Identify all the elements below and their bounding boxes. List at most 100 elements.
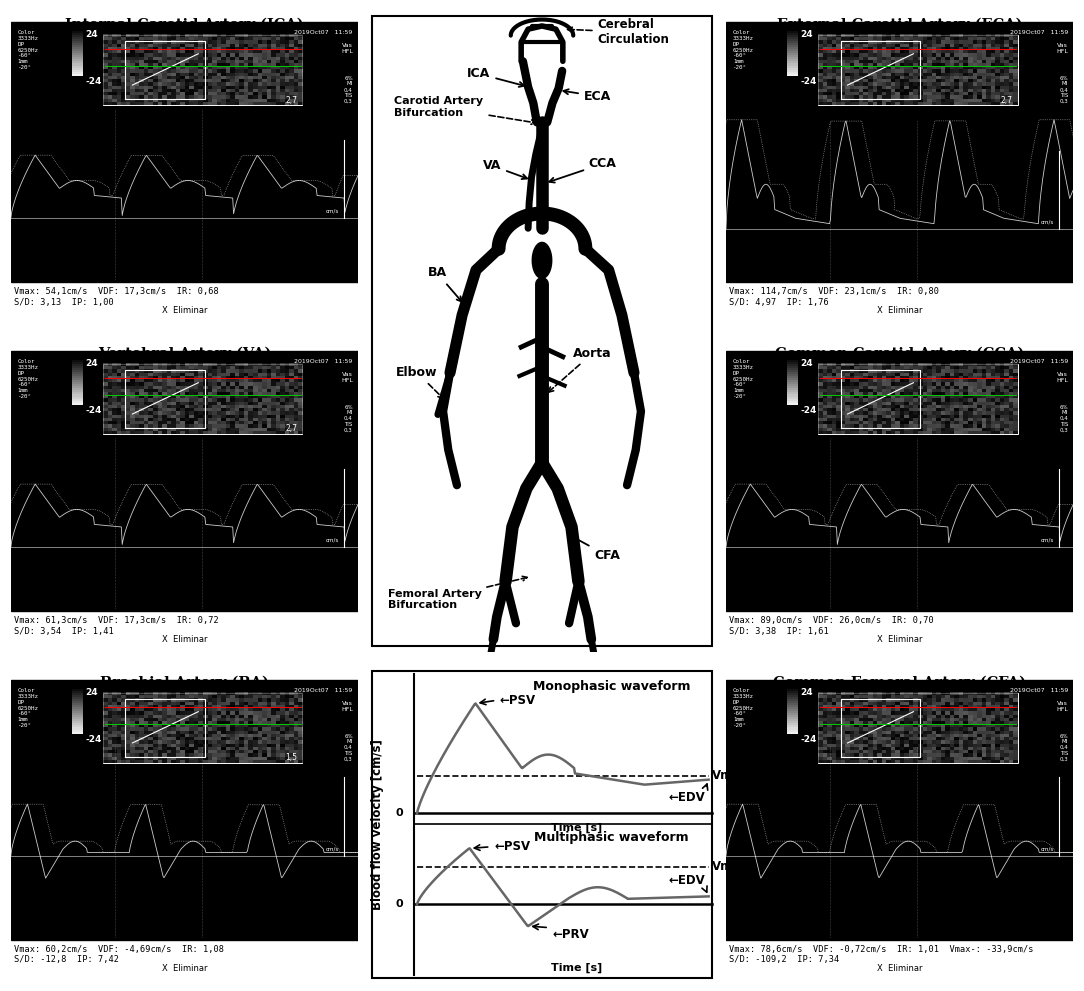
Text: 1,5: 1,5 (285, 753, 297, 762)
Bar (787, 59, 798, 61)
Text: Multiphasic waveform: Multiphasic waveform (534, 830, 688, 843)
Text: 24: 24 (801, 359, 813, 369)
Text: X  Eliminar: X Eliminar (877, 635, 922, 644)
Bar (72, 701, 83, 703)
Bar (11, 23, 358, 282)
Text: Internal Carotid Artery (ICA): Internal Carotid Artery (ICA) (65, 18, 304, 32)
Bar (72, 385, 83, 386)
Bar (787, 69, 798, 71)
Bar (72, 52, 83, 54)
Bar (787, 50, 798, 52)
Text: Vas
HFL: Vas HFL (341, 43, 352, 54)
Bar (72, 55, 83, 57)
Bar (72, 374, 83, 377)
Text: X  Eliminar: X Eliminar (162, 635, 207, 644)
Text: X  Eliminar: X Eliminar (877, 306, 922, 315)
Bar (72, 54, 83, 55)
Bar (72, 731, 83, 733)
Bar (787, 55, 798, 57)
Bar (72, 394, 83, 396)
Text: X  Eliminar: X Eliminar (162, 306, 207, 315)
Text: Vm: Vm (712, 860, 734, 873)
Text: 2019Oct07   11:59: 2019Oct07 11:59 (1009, 31, 1068, 36)
Bar (787, 716, 798, 717)
Bar (787, 727, 798, 729)
Text: Time [s]: Time [s] (551, 823, 603, 833)
Bar (787, 725, 798, 727)
Bar (72, 721, 83, 723)
Bar (787, 377, 798, 379)
Text: ←EDV: ←EDV (669, 874, 706, 887)
Bar (72, 729, 83, 731)
Bar (787, 705, 798, 708)
Bar (72, 73, 83, 75)
Bar (787, 46, 798, 48)
Text: Femoral Artery
Bifurcation: Femoral Artery Bifurcation (387, 577, 527, 610)
Text: Blood flow velocity [cm/s]: Blood flow velocity [cm/s] (371, 739, 384, 910)
Text: Vas
HFL: Vas HFL (1056, 43, 1068, 54)
Text: cm/s: cm/s (325, 537, 339, 542)
Bar (787, 398, 798, 400)
Text: Color
3333Hz
DP
6250Hz
-60°
1mm
-20°: Color 3333Hz DP 6250Hz -60° 1mm -20° (17, 688, 39, 728)
Bar (72, 703, 83, 705)
Bar (72, 398, 83, 400)
Bar (787, 697, 798, 699)
Text: X  Eliminar: X Eliminar (162, 964, 207, 973)
Text: 2019Oct07   11:59: 2019Oct07 11:59 (295, 359, 352, 365)
Text: 0: 0 (396, 809, 403, 819)
Bar (787, 394, 798, 396)
Bar (787, 729, 798, 731)
Text: -24: -24 (801, 406, 817, 415)
Text: X  Eliminar: X Eliminar (877, 964, 922, 973)
Text: 24: 24 (86, 31, 99, 40)
Bar (787, 691, 798, 693)
Bar (787, 712, 798, 714)
Text: 2019Oct07   11:59: 2019Oct07 11:59 (295, 31, 352, 36)
Bar (72, 710, 83, 712)
Bar (72, 364, 83, 366)
Text: Vertebral Artery (VA): Vertebral Artery (VA) (98, 347, 271, 361)
Bar (787, 39, 798, 41)
Bar (72, 402, 83, 404)
Text: Color
3333Hz
DP
6250Hz
-60°
1mm
-20°: Color 3333Hz DP 6250Hz -60° 1mm -20° (733, 359, 754, 399)
Text: CFA: CFA (570, 535, 620, 562)
Bar (72, 63, 83, 65)
Bar (72, 400, 83, 402)
Bar (787, 699, 798, 701)
Bar (787, 731, 798, 733)
Bar (787, 386, 798, 388)
Text: Aorta: Aorta (549, 347, 611, 392)
Text: 6%
MI
0,4
TIS
0,3: 6% MI 0,4 TIS 0,3 (1059, 404, 1068, 433)
Bar (72, 377, 83, 379)
Bar (72, 396, 83, 398)
Bar (72, 691, 83, 693)
Text: Vmax: 54,1cm/s  VDF: 17,3cm/s  IR: 0,68
S/D: 3,13  IP: 1,00: Vmax: 54,1cm/s VDF: 17,3cm/s IR: 0,68 S/… (14, 287, 219, 306)
Bar (72, 708, 83, 710)
Text: 6%
MI
0,4
TIS
0,3: 6% MI 0,4 TIS 0,3 (344, 733, 352, 762)
Text: Vm: Vm (712, 769, 734, 782)
Bar (787, 366, 798, 368)
Bar (787, 383, 798, 385)
Bar (787, 717, 798, 719)
Text: 2019Oct07   11:59: 2019Oct07 11:59 (1009, 688, 1068, 693)
Text: Time [s]: Time [s] (551, 963, 603, 973)
Bar (72, 71, 83, 73)
Bar (787, 370, 798, 372)
Bar (103, 35, 302, 105)
Text: ←PRV: ←PRV (553, 928, 590, 940)
Bar (787, 695, 798, 697)
Bar (726, 23, 1073, 282)
Bar (787, 392, 798, 394)
Text: 6%
MI
0,4
TIS
0,3: 6% MI 0,4 TIS 0,3 (344, 404, 352, 433)
Text: Vmax: 60,2cm/s  VDF: -4,69cm/s  IR: 1,08
S/D: -12,8  IP: 7,42: Vmax: 60,2cm/s VDF: -4,69cm/s IR: 1,08 S… (14, 945, 224, 964)
Bar (103, 693, 302, 763)
Bar (787, 35, 798, 37)
Bar (11, 681, 358, 940)
Text: Vas
HFL: Vas HFL (1056, 372, 1068, 383)
Bar (72, 695, 83, 697)
Text: 2019Oct07   11:59: 2019Oct07 11:59 (1009, 359, 1068, 365)
Bar (787, 385, 798, 386)
Text: ←PSV: ←PSV (494, 840, 530, 853)
Text: Common Carotid Artery (CCA): Common Carotid Artery (CCA) (775, 347, 1024, 361)
Bar (787, 57, 798, 59)
